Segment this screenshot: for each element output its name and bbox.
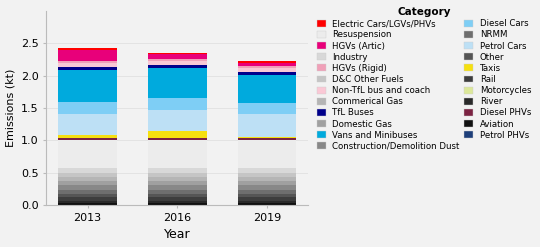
Bar xyxy=(148,138,207,139)
Bar xyxy=(148,141,207,168)
Bar xyxy=(238,137,296,138)
Bar xyxy=(238,168,296,173)
Bar xyxy=(58,141,117,168)
Bar xyxy=(58,115,117,135)
Bar xyxy=(148,190,207,194)
Bar xyxy=(148,98,207,110)
Bar xyxy=(238,203,296,205)
Bar xyxy=(238,72,296,75)
Bar xyxy=(238,68,296,72)
Bar xyxy=(238,75,296,103)
Bar xyxy=(58,190,117,194)
Bar xyxy=(238,63,296,66)
Bar xyxy=(58,50,117,61)
Bar xyxy=(148,68,207,98)
Legend: Electric Cars/LGVs/PHVs, Resuspension, HGVs (Artic), Industry, HGVs (Rigid), D&C: Electric Cars/LGVs/PHVs, Resuspension, H… xyxy=(315,5,533,153)
Bar xyxy=(58,61,117,63)
Bar xyxy=(238,177,296,181)
Bar xyxy=(238,139,296,140)
Bar xyxy=(58,102,117,115)
Bar xyxy=(238,66,296,68)
Bar xyxy=(148,131,207,138)
Bar xyxy=(58,177,117,181)
Bar xyxy=(148,140,207,141)
Bar xyxy=(58,139,117,140)
Bar xyxy=(148,194,207,197)
Bar xyxy=(58,135,117,138)
Bar xyxy=(58,168,117,173)
Bar xyxy=(148,110,207,131)
Bar xyxy=(238,103,296,115)
Bar xyxy=(58,48,117,50)
Bar xyxy=(148,185,207,190)
Bar xyxy=(148,64,207,68)
Bar xyxy=(238,140,296,141)
Bar xyxy=(238,61,296,63)
Bar xyxy=(148,173,207,177)
Bar xyxy=(238,141,296,168)
Bar xyxy=(58,173,117,177)
Bar xyxy=(238,190,296,194)
Bar xyxy=(148,197,207,201)
Bar xyxy=(58,66,117,70)
Bar xyxy=(238,194,296,197)
Bar xyxy=(148,177,207,181)
Bar xyxy=(58,185,117,190)
Bar xyxy=(58,63,117,66)
Bar xyxy=(238,185,296,190)
Bar xyxy=(238,115,296,137)
Bar xyxy=(148,61,207,64)
Bar xyxy=(148,201,207,203)
Bar xyxy=(58,138,117,139)
Bar xyxy=(148,181,207,185)
Bar xyxy=(58,140,117,141)
Bar xyxy=(148,53,207,54)
Bar xyxy=(148,139,207,140)
Bar xyxy=(148,168,207,173)
X-axis label: Year: Year xyxy=(164,228,191,242)
Bar xyxy=(58,194,117,197)
Bar xyxy=(148,203,207,205)
Bar xyxy=(58,197,117,201)
Y-axis label: Emissions (kt): Emissions (kt) xyxy=(5,69,16,147)
Bar xyxy=(238,181,296,185)
Bar xyxy=(148,54,207,59)
Bar xyxy=(238,197,296,201)
Bar xyxy=(148,59,207,61)
Bar xyxy=(58,201,117,203)
Bar xyxy=(238,201,296,203)
Bar xyxy=(238,138,296,139)
Bar xyxy=(58,181,117,185)
Bar xyxy=(58,203,117,205)
Bar xyxy=(238,173,296,177)
Bar xyxy=(58,70,117,102)
